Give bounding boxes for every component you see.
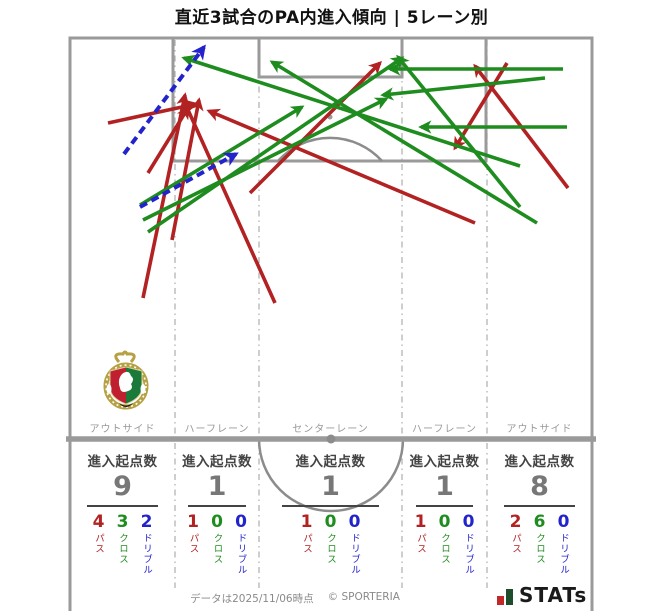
total-entries: 8 — [530, 471, 549, 502]
divider — [281, 505, 380, 507]
total-entries: 1 — [321, 471, 340, 502]
pass-arrow — [453, 62, 509, 151]
cross-count: 3 — [116, 512, 129, 532]
cross-arrow — [269, 60, 538, 225]
cross-count: 6 — [533, 512, 546, 532]
center-spot — [326, 434, 336, 444]
dribble-arrow — [139, 152, 239, 209]
cross-count: 0 — [438, 512, 451, 532]
pass-label: パス — [415, 533, 426, 554]
lane-stats-column: 進入起点数 1 1 パス 0 クロス 0 ドリブル — [259, 446, 402, 575]
dribble-label: ドリブル — [141, 533, 152, 575]
chart-title: 直近3試合のPA内進入傾向 | 5レーン別 — [174, 8, 489, 28]
dribble-arrow — [122, 44, 206, 156]
total-entries: 1 — [435, 471, 454, 502]
total-entries: 9 — [113, 471, 132, 502]
lane-stats-column: 進入起点数 1 1 パス 0 クロス 0 ドリブル — [402, 446, 487, 575]
pass-arrow — [182, 98, 277, 304]
cross-arrow — [139, 105, 305, 207]
metric-label: 進入起点数 — [182, 454, 252, 470]
dribble-label: ドリブル — [558, 533, 569, 575]
crest-lion — [118, 371, 133, 392]
cross-arrow — [142, 97, 389, 222]
data-note: データは2025/11/06時点 — [190, 593, 314, 605]
dribble-count: 0 — [462, 512, 475, 532]
pass-label: パス — [187, 533, 199, 554]
lane-label-outside-left: アウトサイド — [89, 424, 156, 435]
metric-label: 進入起点数 — [504, 454, 575, 470]
lane-label-half-left: ハーフレーン — [184, 424, 250, 435]
cross-label: クロス — [439, 533, 450, 565]
cross-arrow — [396, 54, 522, 209]
cross-label: クロス — [325, 533, 336, 565]
pass-label: パス — [510, 533, 521, 554]
cross-label: クロス — [534, 533, 545, 565]
penalty-arc — [277, 136, 383, 162]
metric-label: 進入起点数 — [295, 454, 366, 470]
lane-stats-column: 進入起点数 1 1 パス 0 クロス 0 ドリブル — [175, 446, 259, 575]
brand-text: STATs — [519, 583, 588, 607]
dribble-label: ドリブル — [235, 533, 247, 575]
pass-label: パス — [301, 533, 312, 554]
cross-arrow — [146, 56, 405, 234]
pass-count: 1 — [300, 512, 313, 532]
dribble-count: 0 — [557, 512, 570, 532]
lane-stats-column: 進入起点数 8 2 パス 6 クロス 0 ドリブル — [487, 446, 592, 575]
lane-stats-column: 進入起点数 9 4 パス 3 クロス 2 ドリブル — [70, 446, 175, 575]
cross-count: 0 — [211, 512, 223, 532]
cross-arrow — [181, 54, 521, 168]
lane-divider-lines — [174, 40, 488, 588]
divider — [503, 505, 576, 507]
cross-arrow — [380, 76, 546, 101]
copyright: © SPORTERIA — [327, 591, 400, 603]
total-entries: 1 — [207, 471, 227, 502]
dribble-label: ドリブル — [349, 533, 360, 575]
stats-brand-logo: STATs — [497, 585, 587, 605]
penalty-area — [171, 38, 488, 163]
pass-count: 2 — [509, 512, 522, 532]
pass-count: 1 — [187, 512, 199, 532]
dribble-count: 2 — [140, 512, 153, 532]
crest-base — [119, 403, 133, 407]
pass-count: 4 — [92, 512, 105, 532]
divider — [86, 505, 159, 507]
footer: データは2025/11/06時点 © SPORTERIA — [0, 591, 590, 606]
pass-arrow — [146, 105, 190, 174]
metric-label: 進入起点数 — [87, 454, 158, 470]
cross-label: クロス — [117, 533, 128, 565]
cross-count: 0 — [324, 512, 337, 532]
pass-arrow — [141, 92, 190, 299]
pass-arrow — [206, 108, 476, 225]
lane-label-outside-right: アウトサイド — [506, 424, 573, 435]
pass-count: 1 — [414, 512, 427, 532]
cross-label: クロス — [211, 533, 223, 565]
pitch-boundary — [68, 36, 594, 611]
bar-chart-icon — [497, 589, 513, 605]
team-logo — [103, 350, 149, 410]
divider — [188, 505, 246, 507]
center-circle — [257, 438, 405, 513]
dribble-count: 0 — [235, 512, 247, 532]
entry-arrows-layer — [107, 44, 570, 304]
lane-label-center: センターレーン — [292, 424, 369, 435]
metric-label: 進入起点数 — [409, 454, 480, 470]
dribble-label: ドリブル — [463, 533, 474, 575]
crest-bow — [114, 350, 136, 363]
divider — [415, 505, 474, 507]
lane-label-half-right: ハーフレーン — [412, 424, 477, 435]
pass-label: パス — [93, 533, 104, 554]
pass-arrow — [248, 60, 383, 195]
dribble-count: 0 — [348, 512, 361, 532]
